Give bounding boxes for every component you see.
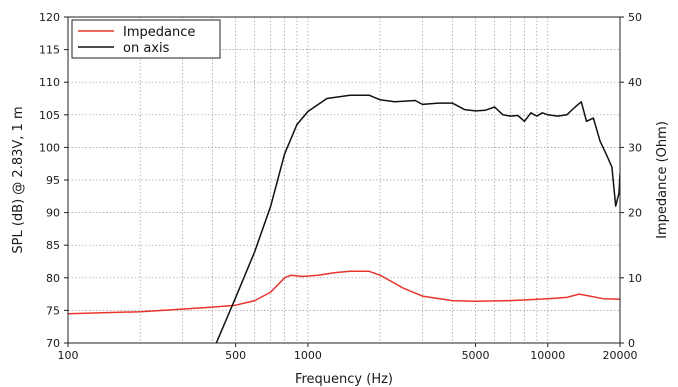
y-tick-label: 85 bbox=[46, 239, 60, 252]
x-tick-label: 500 bbox=[225, 349, 246, 362]
y-tick-label: 80 bbox=[46, 272, 60, 285]
y-tick-label: 75 bbox=[46, 304, 60, 317]
y-axis-label: SPL (dB) @ 2.83V, 1 m bbox=[11, 106, 26, 253]
y-tick-label: 110 bbox=[39, 76, 60, 89]
y-tick-label: 90 bbox=[46, 207, 60, 220]
y2-tick-label: 30 bbox=[628, 141, 642, 154]
y2-tick-label: 40 bbox=[628, 76, 642, 89]
x-tick-label: 5000 bbox=[462, 349, 490, 362]
x-tick-label: 20000 bbox=[603, 349, 638, 362]
x-tick-label: 10000 bbox=[530, 349, 565, 362]
series-line-impedance bbox=[68, 270, 620, 315]
tick-labels: 100 500 1000 5000 10000 200007075808590951001… bbox=[39, 11, 642, 362]
grid bbox=[68, 17, 620, 343]
x-axis-label: Frequency (Hz) bbox=[295, 372, 393, 387]
y-tick-label: 115 bbox=[39, 44, 60, 57]
y-tick-label: 95 bbox=[46, 174, 60, 187]
legend-box bbox=[71, 19, 221, 59]
y2-tick-label: 20 bbox=[628, 207, 642, 220]
y-tick-label: 120 bbox=[39, 11, 60, 24]
x-tick-label: 1000 bbox=[294, 349, 322, 362]
x-tick-label: 100 bbox=[58, 349, 79, 362]
y2-tick-label: 50 bbox=[628, 11, 642, 24]
legend: Impedance on axis bbox=[71, 19, 221, 59]
y2-tick-label: 0 bbox=[628, 337, 635, 350]
y2-axis-label: Impedance (Ohm) bbox=[655, 121, 670, 239]
legend-label-impedance: Impedance bbox=[123, 25, 195, 40]
y-tick-label: 105 bbox=[39, 109, 60, 122]
series-line-on-axis bbox=[215, 94, 620, 343]
series-layer bbox=[68, 94, 620, 343]
y2-tick-label: 10 bbox=[628, 272, 642, 285]
y-tick-label: 70 bbox=[46, 337, 60, 350]
y-tick-label: 100 bbox=[39, 141, 60, 154]
legend-label-on-axis: on axis bbox=[123, 41, 170, 56]
